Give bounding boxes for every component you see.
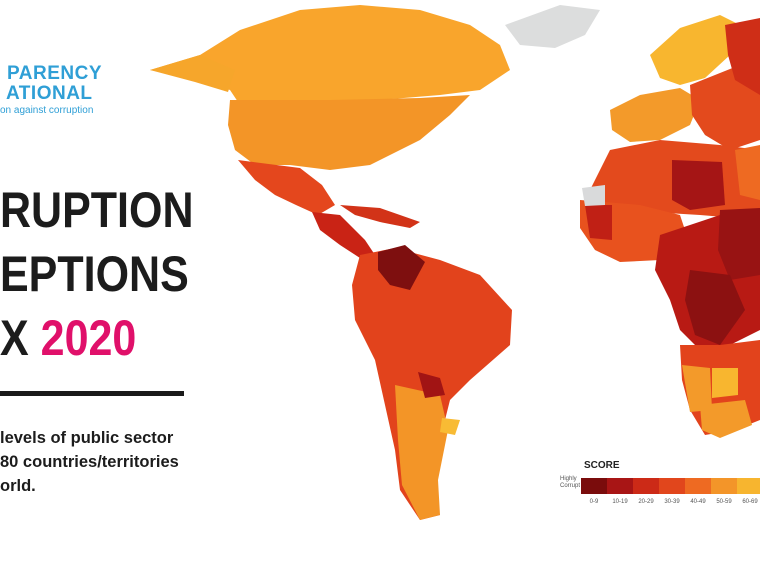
headline-line-2: EPTIONS [0, 246, 189, 302]
region-mauritania [585, 205, 612, 240]
region-paraguay [418, 372, 445, 398]
region-alaska [150, 55, 235, 92]
legend-low-label: Highly Corrupt [560, 476, 580, 490]
legend-tick-label: 60-69 [742, 499, 758, 505]
legend-swatch [633, 478, 659, 494]
headline-line-3: X 2020 [0, 306, 194, 370]
brand-line-2: ATIONAL [6, 83, 93, 104]
region-namibia [682, 365, 712, 412]
brand-tagline: on against corruption [0, 105, 94, 116]
legend-tick-label: 40-49 [690, 499, 706, 505]
legend-low-label-2: Corrupt [560, 483, 581, 489]
headline-year: 2020 [40, 310, 137, 366]
region-venezuela [378, 245, 425, 290]
region-middle-east [735, 145, 760, 200]
headline-line-1: RUPTION [0, 182, 194, 238]
legend-swatch [711, 478, 737, 494]
headline: RUPTION EPTIONS X 2020 [0, 178, 225, 370]
region-usa [228, 95, 470, 170]
region-caribbean [340, 205, 420, 228]
region-greenland [505, 5, 600, 48]
region-mexico [238, 160, 335, 215]
legend-low-label-1: Highly [560, 476, 577, 482]
legend-tick-label: 20-29 [638, 499, 654, 505]
brand-logo: PARENCY ATIONAL on against corruption [0, 64, 102, 117]
region-libya [672, 160, 725, 210]
legend-tick-label: 30-39 [664, 499, 680, 505]
region-drc [685, 270, 745, 345]
region-sudan [718, 208, 760, 280]
headline-prefix: X [0, 310, 29, 366]
description-line-2: 80 countries/territories [0, 453, 179, 471]
region-europe-west [610, 88, 700, 142]
legend-swatch [737, 478, 760, 494]
brand-line-1: PARENCY [7, 63, 102, 84]
description-line-3: orld. [0, 477, 36, 495]
region-scandinavia [650, 15, 740, 85]
legend-color-bar [581, 478, 760, 494]
legend-swatch [659, 478, 685, 494]
legend-swatch [607, 478, 633, 494]
legend-swatch [581, 478, 607, 494]
region-canada [150, 5, 510, 105]
region-russia [725, 18, 760, 95]
divider-rule [0, 391, 184, 396]
region-central-america [312, 212, 375, 258]
description-line-1: levels of public sector [0, 429, 174, 447]
region-botswana [712, 368, 738, 398]
legend-tick-label: 10-19 [612, 499, 628, 505]
description: levels of public sector 80 countries/ter… [0, 426, 179, 498]
region-chile-argentina-south [395, 385, 448, 520]
legend-tick-label: 50-59 [716, 499, 732, 505]
legend-swatch [685, 478, 711, 494]
legend-tick-label: 0-9 [589, 499, 599, 505]
region-western-sahara [582, 185, 605, 206]
legend-title: SCORE [584, 460, 620, 471]
region-uruguay [440, 418, 460, 435]
legend-ticks: 0-9 10-19 20-29 30-39 40-49 50-59 60-69 [581, 499, 760, 505]
region-south-africa [700, 400, 752, 438]
score-legend: SCORE Highly Corrupt 0-9 10-19 20-29 30-39 4… [558, 458, 760, 518]
